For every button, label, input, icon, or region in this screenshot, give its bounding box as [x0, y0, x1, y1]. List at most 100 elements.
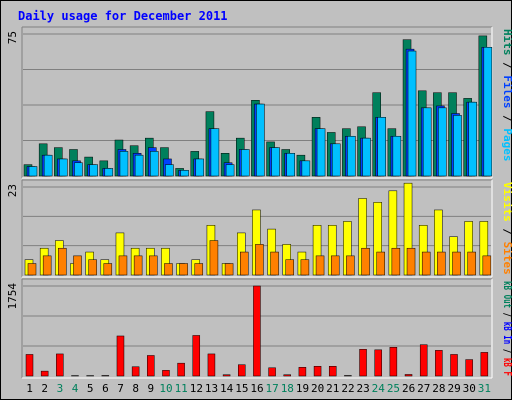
- legend-separator: /: [501, 109, 512, 129]
- bar-kbf-day-14: [223, 375, 230, 376]
- x-tick-label-day-2: 2: [41, 382, 48, 395]
- x-tick-label-day-9: 9: [148, 382, 155, 395]
- x-tick-label-day-12: 12: [190, 382, 203, 395]
- bar-kbf-day-26: [405, 374, 412, 376]
- legend-item: Files: [501, 75, 512, 108]
- bar-sites-day-5: [89, 260, 97, 275]
- bar-kbf-day-2: [41, 371, 48, 376]
- legend-separator: /: [501, 308, 512, 322]
- bar-pages-day-31: [484, 47, 492, 176]
- bar-kbf-day-30: [466, 360, 473, 376]
- bar-pages-day-7: [120, 151, 128, 176]
- legend-item: Hits: [501, 29, 512, 56]
- x-tick-label-day-24: 24: [372, 382, 386, 395]
- bar-pages-day-15: [241, 149, 249, 176]
- bar-pages-day-23: [363, 138, 371, 176]
- bar-sites-day-18: [286, 260, 294, 275]
- x-tick-label-day-3: 3: [57, 382, 64, 395]
- bar-pages-day-9: [150, 151, 158, 176]
- x-tick-label-day-28: 28: [432, 382, 445, 395]
- bar-pages-day-30: [469, 102, 477, 176]
- x-tick-label-day-14: 14: [220, 382, 234, 395]
- hits-files-pages-panel: 75 Hits / Files / Pages: [6, 27, 512, 178]
- bar-kbf-day-11: [178, 363, 185, 376]
- bar-sites-day-11: [180, 264, 188, 275]
- bar-kbf-day-13: [208, 354, 215, 376]
- bar-sites-day-6: [104, 264, 112, 275]
- bar-sites-day-2: [43, 256, 51, 275]
- bar-sites-day-14: [225, 264, 233, 275]
- bar-kbf-day-3: [56, 354, 63, 376]
- bar-kbf-day-23: [360, 349, 367, 376]
- x-tick-label-day-4: 4: [72, 382, 79, 395]
- x-tick-label-day-15: 15: [235, 382, 248, 395]
- bar-pages-day-14: [226, 165, 234, 176]
- legend-separator: /: [501, 344, 512, 358]
- bar-kbf-day-18: [284, 375, 291, 376]
- y-max-label: 1754: [6, 283, 19, 310]
- bar-sites-day-3: [58, 248, 66, 275]
- bar-kbf-day-27: [420, 345, 427, 376]
- bar-pages-day-26: [408, 51, 416, 176]
- bar-kbf-day-10: [162, 370, 169, 376]
- bar-sites-day-16: [255, 244, 263, 275]
- bar-sites-day-23: [362, 248, 370, 275]
- bar-pages-day-16: [256, 104, 264, 176]
- x-tick-label-day-6: 6: [102, 382, 109, 395]
- bar-pages-day-3: [59, 159, 67, 176]
- bar-sites-day-20: [316, 256, 324, 275]
- x-tick-label-day-19: 19: [296, 382, 309, 395]
- bar-pages-day-11: [181, 170, 189, 176]
- bar-pages-day-24: [378, 117, 386, 176]
- bar-sites-day-17: [271, 252, 279, 275]
- legend-text: kB Out / kB In / kB F: [501, 281, 512, 376]
- x-tick-label-day-21: 21: [326, 382, 339, 395]
- bar-kbf-day-1: [26, 354, 33, 376]
- bar-sites-day-30: [468, 252, 476, 275]
- bar-kbf-day-21: [329, 366, 336, 376]
- legend-item: Visits: [501, 182, 512, 222]
- chart-title: Daily usage for December 2011: [18, 9, 228, 23]
- legend-text: Hits / Files / Pages: [501, 29, 512, 162]
- bar-sites-day-15: [240, 252, 248, 275]
- bar-pages-day-29: [454, 115, 462, 176]
- bar-pages-day-2: [44, 155, 52, 176]
- bar-kbf-day-19: [299, 367, 306, 376]
- x-tick-label-day-8: 8: [132, 382, 139, 395]
- x-tick-label-day-5: 5: [87, 382, 94, 395]
- bar-sites-day-13: [210, 241, 218, 275]
- bar-pages-day-13: [211, 129, 219, 176]
- bar-kbf-day-24: [375, 350, 382, 376]
- x-tick-label-day-20: 20: [311, 382, 324, 395]
- bar-sites-day-24: [377, 252, 385, 275]
- bar-kbf-day-6: [102, 375, 109, 376]
- bar-sites-day-19: [301, 260, 309, 275]
- bar-sites-day-28: [437, 252, 445, 275]
- bar-kbf-day-15: [238, 365, 245, 376]
- legend-text: Visits / Sites: [501, 182, 512, 275]
- bar-sites-day-9: [149, 256, 157, 275]
- legend-separator: /: [501, 56, 512, 76]
- bar-sites-day-8: [134, 256, 142, 275]
- bar-kbf-day-22: [344, 375, 351, 376]
- x-tick-label-day-17: 17: [266, 382, 279, 395]
- bar-kbf-day-25: [390, 347, 397, 376]
- bar-kbf-day-31: [481, 352, 488, 376]
- x-tick-label-day-27: 27: [417, 382, 430, 395]
- bar-sites-day-26: [407, 248, 415, 275]
- legend-item: kB F: [501, 358, 512, 376]
- y-max-label: 75: [6, 31, 19, 44]
- bar-pages-day-25: [393, 136, 401, 176]
- bar-sites-day-25: [392, 248, 400, 275]
- legend-separator: /: [501, 222, 512, 242]
- x-tick-label-day-30: 30: [463, 382, 476, 395]
- bar-pages-day-5: [90, 165, 98, 176]
- bar-kbf-day-12: [193, 335, 200, 376]
- x-tick-label-day-10: 10: [159, 382, 172, 395]
- legend-item: Sites: [501, 242, 512, 275]
- x-tick-label-day-22: 22: [341, 382, 354, 395]
- bar-kbf-day-7: [117, 336, 124, 376]
- x-tick-label-day-29: 29: [447, 382, 460, 395]
